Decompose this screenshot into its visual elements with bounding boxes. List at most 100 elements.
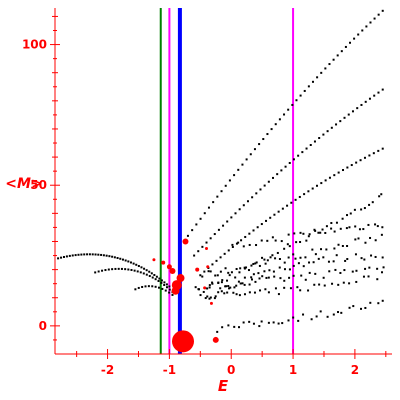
- black-point: [148, 275, 151, 278]
- black-point: [271, 236, 274, 239]
- black-point: [364, 306, 367, 309]
- black-point: [286, 204, 289, 207]
- black-point: [320, 182, 323, 185]
- black-point: [240, 239, 243, 242]
- black-point: [353, 208, 356, 211]
- black-point: [345, 227, 348, 230]
- black-point: [208, 286, 211, 289]
- black-point: [304, 278, 307, 281]
- black-point: [335, 123, 338, 126]
- black-point: [308, 261, 311, 264]
- black-point: [381, 147, 384, 150]
- black-point: [111, 255, 114, 258]
- black-point: [353, 37, 356, 40]
- black-point: [243, 293, 246, 296]
- black-point: [237, 168, 240, 171]
- black-point: [105, 254, 108, 257]
- black-point: [165, 286, 168, 289]
- black-point: [263, 258, 266, 261]
- black-point: [248, 291, 251, 294]
- black-point: [302, 232, 305, 235]
- black-point: [354, 225, 357, 228]
- red-point: [171, 286, 180, 295]
- y-axis-label: <M>: [5, 176, 42, 192]
- black-point: [303, 89, 306, 92]
- black-point: [133, 269, 136, 272]
- black-point: [134, 288, 137, 291]
- black-point: [201, 245, 204, 248]
- black-point: [274, 239, 277, 242]
- black-point-series: [57, 9, 385, 333]
- red-point: [166, 264, 172, 270]
- black-point: [357, 237, 360, 240]
- black-point: [145, 273, 148, 276]
- black-point: [154, 278, 157, 281]
- black-point: [325, 225, 328, 228]
- black-point: [311, 80, 314, 83]
- black-point: [261, 275, 264, 278]
- black-point: [272, 176, 275, 179]
- black-point: [143, 267, 146, 270]
- black-point: [278, 118, 281, 121]
- black-point: [132, 262, 135, 265]
- black-point: [203, 270, 206, 273]
- black-point: [311, 248, 314, 251]
- black-point: [227, 249, 230, 252]
- black-point: [139, 271, 142, 274]
- black-point: [370, 254, 373, 257]
- black-point: [320, 71, 323, 74]
- black-point: [334, 268, 337, 271]
- black-point: [233, 286, 236, 289]
- black-point: [274, 123, 277, 126]
- black-point: [228, 287, 231, 290]
- black-point: [373, 17, 376, 20]
- black-point: [287, 256, 290, 259]
- y-tick-label: 100: [22, 38, 47, 52]
- black-point: [234, 276, 237, 279]
- black-point: [228, 274, 231, 277]
- black-point: [191, 229, 194, 232]
- black-point: [284, 165, 287, 168]
- red-point: [169, 268, 176, 275]
- black-point: [324, 67, 327, 70]
- black-point: [202, 290, 205, 293]
- x-tick-label: -2: [101, 363, 114, 377]
- red-point: [212, 336, 219, 343]
- black-point: [260, 223, 263, 226]
- black-point: [342, 281, 345, 284]
- black-point: [119, 257, 122, 260]
- black-point: [232, 291, 235, 294]
- black-point: [248, 283, 251, 286]
- black-point: [204, 297, 207, 300]
- black-point: [369, 236, 372, 239]
- black-point: [235, 293, 238, 296]
- black-point: [165, 283, 168, 286]
- black-point: [302, 265, 305, 268]
- black-point: [283, 268, 286, 271]
- black-point: [377, 91, 380, 94]
- black-point: [163, 281, 166, 284]
- black-point: [318, 137, 321, 140]
- black-point: [251, 278, 254, 281]
- black-point: [287, 233, 290, 236]
- black-point: [211, 263, 214, 266]
- black-point: [197, 250, 200, 253]
- black-point: [273, 275, 276, 278]
- black-point: [199, 274, 202, 277]
- black-point: [248, 243, 251, 246]
- black-point: [330, 222, 333, 225]
- black-point: [322, 256, 325, 259]
- black-point: [230, 271, 233, 274]
- black-point: [381, 9, 384, 12]
- black-point: [243, 283, 246, 286]
- black-point: [227, 271, 230, 274]
- black-point: [362, 228, 365, 231]
- black-point: [259, 289, 262, 292]
- black-point: [354, 253, 357, 256]
- black-point: [250, 264, 253, 267]
- black-point: [333, 247, 336, 250]
- black-point: [238, 294, 241, 297]
- x-tick-label: -1: [163, 363, 176, 377]
- black-point: [223, 252, 226, 255]
